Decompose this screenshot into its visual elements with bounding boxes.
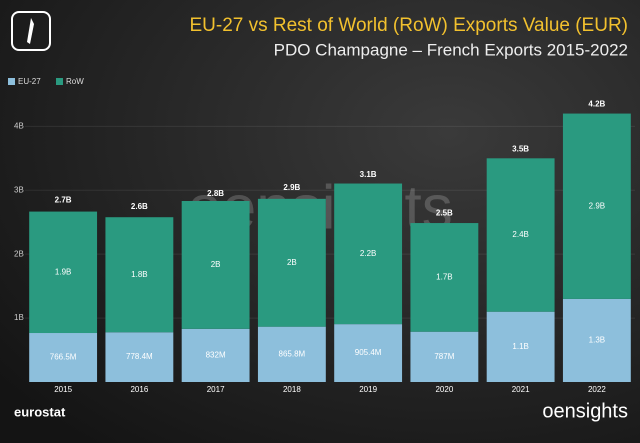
plot: 1B 2B 3B 4B EU-27 RoW 766.5M 1.9B 2.7B 2015 778.4M… <box>8 77 635 394</box>
value-label: 1.8B <box>131 270 147 279</box>
bar-segment <box>562 113 631 299</box>
value-label: 1.7B <box>436 272 452 281</box>
bar-segment <box>29 333 98 382</box>
bar-segment <box>410 331 479 382</box>
value-label: 865.8M <box>279 349 306 358</box>
legend-swatch <box>8 78 15 85</box>
value-label: 778.4M <box>126 352 153 361</box>
value-label: 1.1B <box>512 342 528 351</box>
value-label: 1.3B <box>589 336 605 345</box>
y-tick-label: 4B <box>14 121 24 130</box>
bar-segment <box>29 211 98 334</box>
x-tick-label: 2020 <box>435 385 453 394</box>
x-tick-label: 2021 <box>512 385 530 394</box>
legend-swatch <box>56 78 63 85</box>
value-label: 766.5M <box>50 353 77 362</box>
bar-segment <box>486 311 555 382</box>
total-label: 2.6B <box>131 202 148 211</box>
bar-segment <box>486 158 555 312</box>
total-label: 3.1B <box>360 170 377 179</box>
bar-segment <box>562 298 631 382</box>
logo-frame <box>11 11 51 51</box>
value-label: 1.9B <box>55 267 71 276</box>
bar-segment <box>181 328 250 382</box>
x-tick-label: 2016 <box>130 385 148 394</box>
y-tick-label: 2B <box>14 249 24 258</box>
chart-subtitle: PDO Champagne – French Exports 2015-2022 <box>274 40 628 59</box>
x-tick-label: 2015 <box>54 385 72 394</box>
total-label: 4.2B <box>588 100 605 109</box>
brand: oensights <box>542 400 628 422</box>
x-tick-label: 2017 <box>207 385 225 394</box>
value-label: 787M <box>434 352 454 361</box>
bar-segment <box>334 183 403 325</box>
value-label: 2B <box>211 260 221 269</box>
value-label: 2.9B <box>589 201 605 210</box>
bar-segment <box>181 200 250 329</box>
bar-segment <box>105 332 174 382</box>
x-tick-label: 2018 <box>283 385 301 394</box>
source: eurostat <box>14 404 66 419</box>
y-tick-label: 3B <box>14 185 24 194</box>
bar-segment <box>257 198 326 327</box>
x-tick-label: 2022 <box>588 385 606 394</box>
logo-bottle <box>27 18 34 44</box>
value-label: 832M <box>206 351 226 360</box>
bar-segment <box>257 326 326 382</box>
bar-segment <box>105 217 174 333</box>
total-label: 3.5B <box>512 144 529 153</box>
value-label: 2.2B <box>360 249 376 258</box>
bar-segment <box>334 324 403 382</box>
value-label: 2.4B <box>512 230 528 239</box>
total-label: 2.9B <box>283 183 300 192</box>
y-tick-label: 1B <box>14 313 24 322</box>
value-label: 905.4M <box>355 348 382 357</box>
legend-label: EU-27 <box>18 77 41 86</box>
legend-label: RoW <box>66 77 84 86</box>
chart-title: EU-27 vs Rest of World (RoW) Exports Val… <box>189 15 628 36</box>
total-label: 2.5B <box>436 208 453 217</box>
x-tick-label: 2019 <box>359 385 377 394</box>
bar-segment <box>410 223 479 332</box>
total-label: 2.8B <box>207 189 224 198</box>
total-label: 2.7B <box>55 196 72 205</box>
value-label: 2B <box>287 258 297 267</box>
